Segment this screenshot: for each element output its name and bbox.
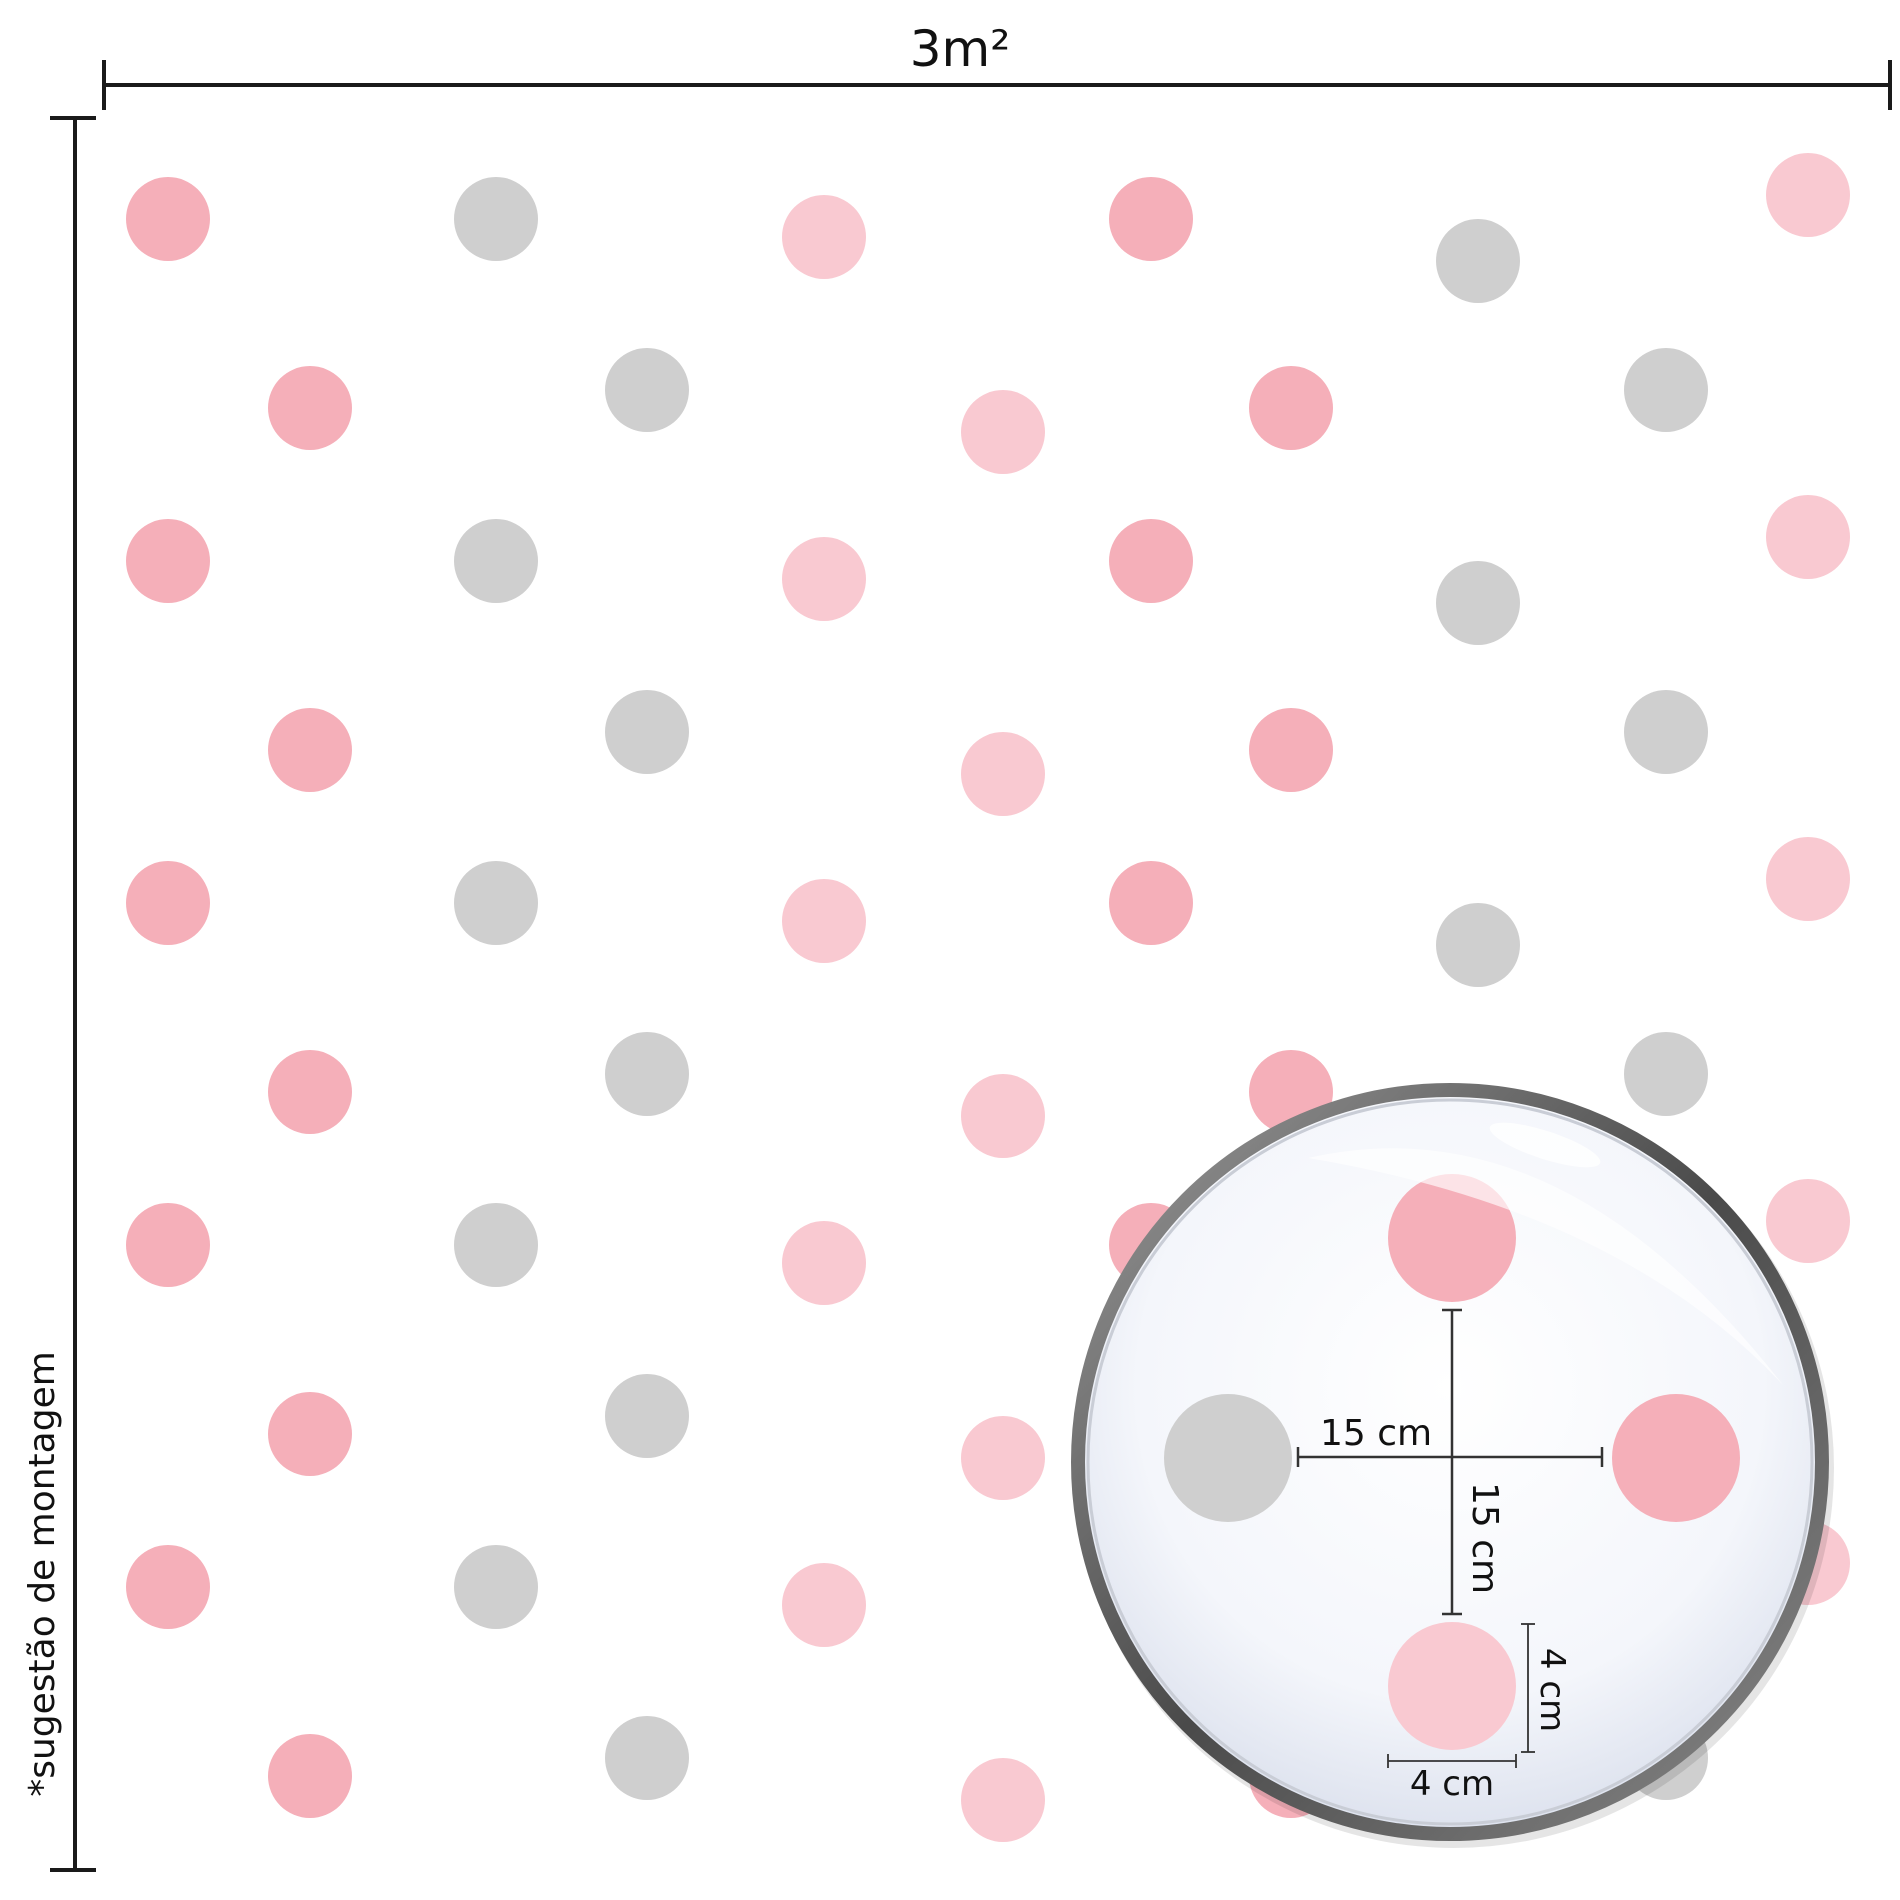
pattern-dot-rose bbox=[1109, 177, 1193, 261]
pattern-dot-gray bbox=[605, 1032, 689, 1116]
lens-measurements bbox=[1296, 1308, 1604, 1768]
dot-pattern bbox=[126, 153, 1850, 1842]
vertical-spacing-label: 15 cm bbox=[1464, 1482, 1505, 1594]
pattern-dot-gray bbox=[454, 1203, 538, 1287]
pattern-dot-rose bbox=[1249, 366, 1333, 450]
pattern-dot-light-pink bbox=[1766, 495, 1850, 579]
dot-height-label: 4 cm bbox=[1532, 1648, 1572, 1732]
pattern-dot-light-pink bbox=[782, 195, 866, 279]
pattern-dot-gray bbox=[1624, 690, 1708, 774]
pattern-dot-gray bbox=[1624, 348, 1708, 432]
width-dimension-label: 3m² bbox=[910, 20, 1011, 78]
pattern-dot-light-pink bbox=[1766, 153, 1850, 237]
pattern-dot-gray bbox=[1436, 219, 1520, 303]
pattern-dot-light-pink bbox=[782, 537, 866, 621]
pattern-dot-light-pink bbox=[961, 390, 1045, 474]
pattern-dot-rose bbox=[268, 708, 352, 792]
pattern-dot-gray bbox=[1624, 1032, 1708, 1116]
lens-dot-top bbox=[1388, 1174, 1516, 1302]
width-dimension: 3m² bbox=[102, 20, 1892, 110]
pattern-dot-gray bbox=[1436, 903, 1520, 987]
lens-glass bbox=[1078, 1090, 1822, 1834]
pattern-dot-rose bbox=[1109, 861, 1193, 945]
pattern-dot-light-pink bbox=[961, 1758, 1045, 1842]
lens-dot-right bbox=[1612, 1394, 1740, 1522]
pattern-dot-rose bbox=[268, 1392, 352, 1476]
pattern-dot-rose bbox=[126, 177, 210, 261]
horizontal-spacing-label: 15 cm bbox=[1320, 1413, 1432, 1454]
pattern-dot-light-pink bbox=[961, 1074, 1045, 1158]
pattern-dot-gray bbox=[454, 861, 538, 945]
pattern-dot-rose bbox=[126, 1545, 210, 1629]
lens-glare-spot bbox=[1489, 1122, 1601, 1168]
pattern-dot-rose bbox=[268, 366, 352, 450]
pattern-dot-rose bbox=[268, 1050, 352, 1134]
pattern-dot-gray bbox=[605, 1716, 689, 1800]
lens-dot-group bbox=[1164, 1174, 1740, 1750]
pattern-dot-gray bbox=[454, 519, 538, 603]
pattern-dot-gray bbox=[605, 690, 689, 774]
pattern-dot-rose bbox=[126, 1203, 210, 1287]
pattern-dot-light-pink bbox=[782, 1221, 866, 1305]
pattern-dot-rose bbox=[268, 1734, 352, 1818]
pattern-dot-light-pink bbox=[782, 1563, 866, 1647]
lens-rim bbox=[1071, 1083, 1829, 1841]
side-note-label: *sugestão de montagem bbox=[22, 1351, 63, 1797]
pattern-dot-light-pink bbox=[782, 879, 866, 963]
pattern-dot-rose bbox=[126, 519, 210, 603]
lens-dot-bottom bbox=[1388, 1622, 1516, 1750]
pattern-dot-light-pink bbox=[961, 732, 1045, 816]
pattern-dot-gray bbox=[454, 1545, 538, 1629]
pattern-dot-light-pink bbox=[961, 1416, 1045, 1500]
lens-rim-inner bbox=[1086, 1098, 1814, 1826]
pattern-dot-light-pink bbox=[1766, 1179, 1850, 1263]
pattern-dot-rose bbox=[126, 861, 210, 945]
lens-glare bbox=[1308, 1148, 1783, 1385]
zoom-lens: 15 cm 15 cm 4 cm 4 cm bbox=[1071, 1083, 1834, 1848]
dot-width-label: 4 cm bbox=[1410, 1764, 1494, 1804]
pattern-dot-gray bbox=[1436, 561, 1520, 645]
pattern-dot-rose bbox=[1249, 708, 1333, 792]
pattern-dot-gray bbox=[605, 1374, 689, 1458]
pattern-dot-gray bbox=[454, 177, 538, 261]
pattern-dot-light-pink bbox=[1766, 837, 1850, 921]
pattern-dot-gray bbox=[605, 348, 689, 432]
height-dimension: *sugestão de montagem bbox=[22, 116, 96, 1872]
pattern-dot-rose bbox=[1109, 519, 1193, 603]
lens-dot-left bbox=[1164, 1394, 1292, 1522]
